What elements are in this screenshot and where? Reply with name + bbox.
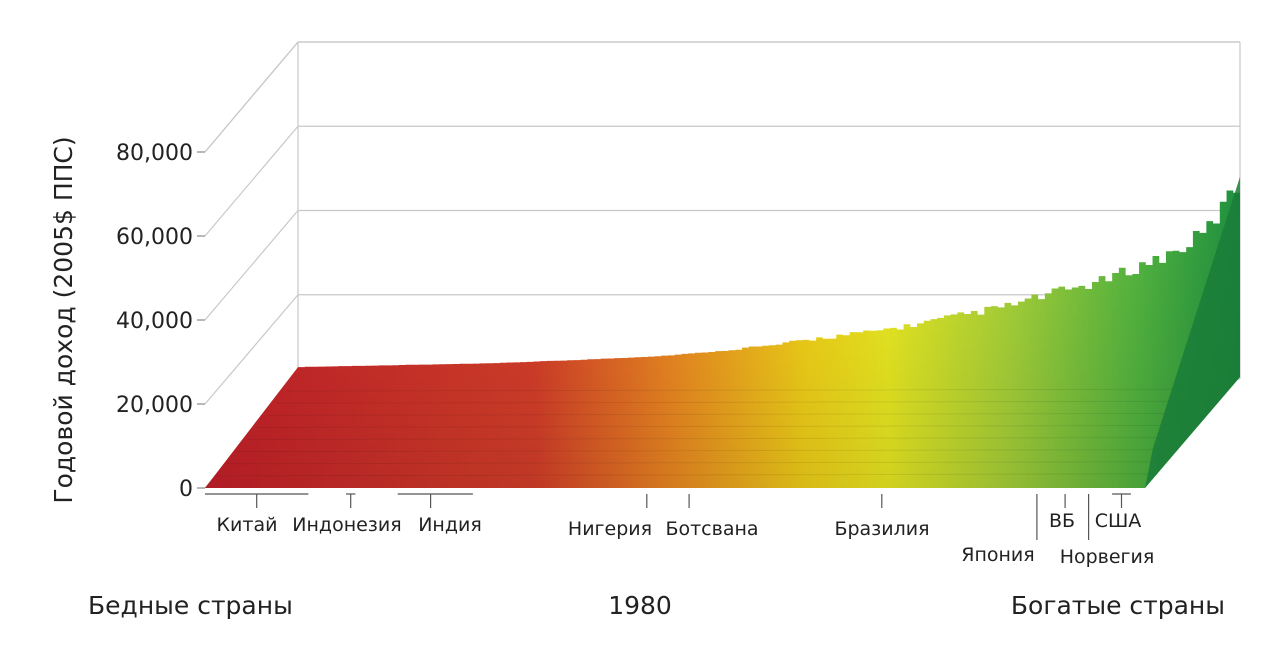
country-label: ВБ (1049, 510, 1075, 532)
country-label: Индия (418, 514, 482, 536)
depth-strip (256, 424, 1198, 428)
country-label: Япония (961, 544, 1034, 566)
country-label: Норвегия (1060, 546, 1155, 568)
country-label: Нигерия (568, 518, 652, 540)
year-label: 1980 (608, 591, 672, 620)
depth-strip (235, 449, 1177, 453)
y-tick-label: 60,000 (116, 225, 193, 250)
income-slab-side (1145, 176, 1240, 488)
y-tick-label: 20,000 (116, 393, 193, 418)
income-slab-shade (205, 176, 1240, 488)
y-tick-label: 80,000 (116, 141, 193, 166)
country-label: Бразилия (834, 518, 929, 540)
country-label: США (1095, 510, 1142, 532)
depth-gridline (204, 210, 299, 321)
country-label: Ботсвана (665, 518, 758, 540)
depth-gridline (204, 125, 299, 237)
depth-top-line (204, 41, 299, 153)
depth-strip (246, 437, 1188, 441)
y-axis: 0 20,000 40,000 60,000 80,000 (116, 141, 205, 502)
rich-countries-label: Богатые страны (1011, 591, 1225, 620)
country-label: Индонезия (292, 514, 401, 536)
depth-strip (215, 473, 1156, 477)
depth-strip (277, 400, 1219, 404)
y-axis-label: Годовой доход (2005$ ППС) (49, 136, 78, 503)
depth-gridline (204, 294, 299, 405)
depth-strip (225, 461, 1167, 465)
depth-strip (266, 412, 1209, 416)
country-label: Китай (217, 514, 278, 536)
y-tick-label: 40,000 (116, 309, 193, 334)
income-surface (205, 176, 1240, 488)
poor-countries-label: Бедные страны (88, 591, 293, 620)
y-tick-label: 0 (179, 477, 193, 502)
depth-strip (287, 388, 1230, 392)
country-markers: Китай Индонезия Индия Нигерия Ботсвана Бразил… (205, 493, 1155, 568)
